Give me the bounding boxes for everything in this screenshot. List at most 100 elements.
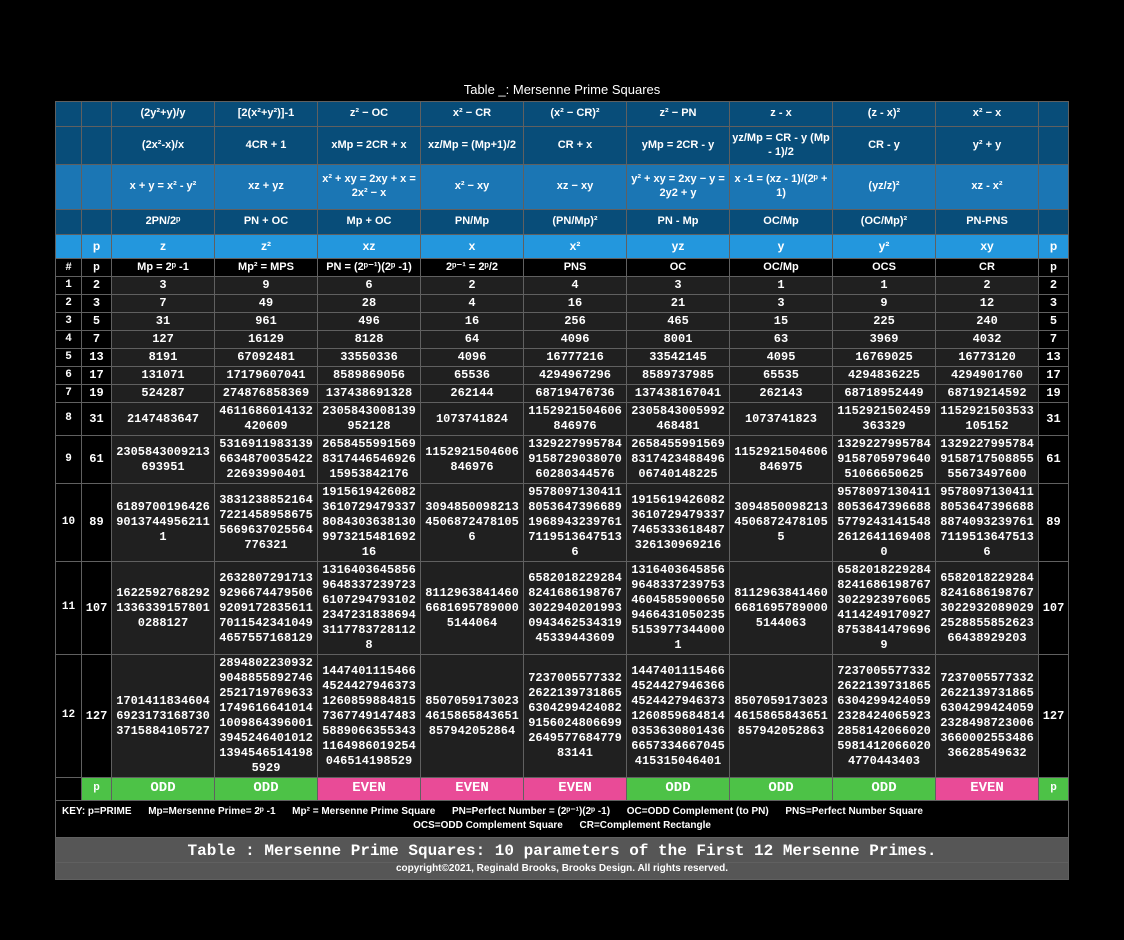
data-cell: 2305843008139952128 [318,403,421,436]
row-number: 2 [56,295,82,313]
data-cell: 1073741823 [730,403,833,436]
header-row-4: 2PN/2ᵖ PN + OC Mp + OC PN/Mp (PN/Mp)² PN… [56,209,1069,234]
row-p: 13 [82,349,112,367]
colh-c9: CR [936,258,1039,277]
data-cell: 2305843009213693951 [112,436,215,484]
row-number: 11 [56,562,82,655]
data-cell: 137438167041 [627,385,730,403]
parity-c2: ODD [215,778,318,801]
hdr5-c1: z [112,234,215,258]
data-cell: 1073741824 [421,403,524,436]
parity-c9: EVEN [936,778,1039,801]
row-p-right: 19 [1039,385,1069,403]
caption-row: Table : Mersenne Prime Squares: 10 param… [56,837,1069,862]
data-cell: 6 [318,277,421,295]
data-cell: 1316403645856964833723975346045859006509… [627,562,730,655]
data-cell: 6582018229284824168619876730229320890292… [936,562,1039,655]
data-cell: 1329227995784915871750885555673497600 [936,436,1039,484]
data-cell: 256 [524,313,627,331]
row-number: 1 [56,277,82,295]
hdr-blank [82,165,112,210]
data-cell: 225 [833,313,936,331]
hdr-blank [1039,209,1069,234]
table-row: 1212717014118346046923173168730371588410… [56,655,1069,778]
data-cell: 2147483647 [112,403,215,436]
data-cell: 85070591730234615865843651857942052863 [730,655,833,778]
data-cell: 1152921502459363329 [833,403,936,436]
hdr5-pright: p [1039,234,1069,258]
hdr5-c7: y [730,234,833,258]
row-p: 5 [82,313,112,331]
data-cell: 65535 [730,367,833,385]
row-number: 6 [56,367,82,385]
data-cell: 496 [318,313,421,331]
hdr3-c4: x² − xy [421,165,524,210]
column-headers: # p Mp = 2ᵖ -1 Mp² = MPS PN = (2ᵖ⁻¹)(2ᵖ … [56,258,1069,277]
table-row: 1110716225927682921336339157801028812726… [56,562,1069,655]
copyright-row: copyright©2021, Reginald Brooks, Brooks … [56,862,1069,880]
hdr3-c1: x + y = x² - y² [112,165,215,210]
parity-c7: ODD [730,778,833,801]
hdr2-c6: yMp = 2CR - y [627,126,730,165]
hdr2-c4: xz/Mp = (Mp+1)/2 [421,126,524,165]
data-cell: 465 [627,313,730,331]
row-p-right: 3 [1039,295,1069,313]
parity-c5: EVEN [524,778,627,801]
colh-c8: OCS [833,258,936,277]
table-row: 8312147483647461168601413242060923058430… [56,403,1069,436]
data-cell: 4294901760 [936,367,1039,385]
data-cell: 811296384146066816957890005144064 [421,562,524,655]
hdr4-c5: (PN/Mp)² [524,209,627,234]
hdr3-c8: (yz/z)² [833,165,936,210]
data-cell: 68719214592 [936,385,1039,403]
hdr1-c2: [2(x²+y²)]-1 [215,102,318,127]
row-number: 5 [56,349,82,367]
data-cell: 7237005577332262213973186563042994240592… [833,655,936,778]
data-cell: 1 [833,277,936,295]
hdr4-c9: PN-PNS [936,209,1039,234]
table-row: 9612305843009213693951531691198313966348… [56,436,1069,484]
row-p: 61 [82,436,112,484]
data-cell: 1447401115466452442794637312608598848157… [318,655,421,778]
data-cell: 16 [524,295,627,313]
table-row: 23749284162139123 [56,295,1069,313]
hdr5-pleft: p [82,234,112,258]
key-text: KEY: p=PRIME Mp=Mersenne Prime= 2ᵖ -1 Mp… [56,800,1069,837]
data-cell: 1447401115466452442794636645244279463731… [627,655,730,778]
data-cell: 2658455991569831742348849606740148225 [627,436,730,484]
data-cell: 1152921503533105152 [936,403,1039,436]
hdr2-c9: y² + y [936,126,1039,165]
colh-c3: PN = (2ᵖ⁻¹)(2ᵖ -1) [318,258,421,277]
header-row-3: x + y = x² - y² xz + yz x² + xy = 2xy + … [56,165,1069,210]
data-cell: 4 [421,295,524,313]
hdr4-c8: (OC/Mp)² [833,209,936,234]
data-cell: 131071 [112,367,215,385]
data-cell: 9 [215,277,318,295]
row-p-right: 31 [1039,403,1069,436]
hdr-blank [56,126,82,165]
data-cell: 2658455991569831744654692615953842176 [318,436,421,484]
row-number: 8 [56,403,82,436]
hdr4-c3: Mp + OC [318,209,421,234]
colh-c1: Mp = 2ᵖ -1 [112,258,215,277]
hdr2-c1: (2x²-x)/x [112,126,215,165]
data-cell: 127 [112,331,215,349]
hdr-blank [82,102,112,127]
hdr1-c5: (x² − CR)² [524,102,627,127]
data-cell: 15 [730,313,833,331]
colh-c4: 2ᵖ⁻¹ = 2ᵖ/2 [421,258,524,277]
hdr4-c6: PN - Mp [627,209,730,234]
data-cell: 33550336 [318,349,421,367]
page-title: Table _: Mersenne Prime Squares [55,82,1069,97]
data-cell: 8589737985 [627,367,730,385]
row-p-right: 61 [1039,436,1069,484]
data-cell: 7237005577332262213973186563042994240592… [936,655,1039,778]
hdr5-c2: z² [215,234,318,258]
hdr3-c3: x² + xy = 2xy + x = 2x² − x [318,165,421,210]
hdr2-c8: CR - y [833,126,936,165]
data-cell: 961 [215,313,318,331]
row-p-right: 13 [1039,349,1069,367]
hdr-blank [1039,126,1069,165]
row-p: 3 [82,295,112,313]
table-row: 353196149616256465152252405 [56,313,1069,331]
